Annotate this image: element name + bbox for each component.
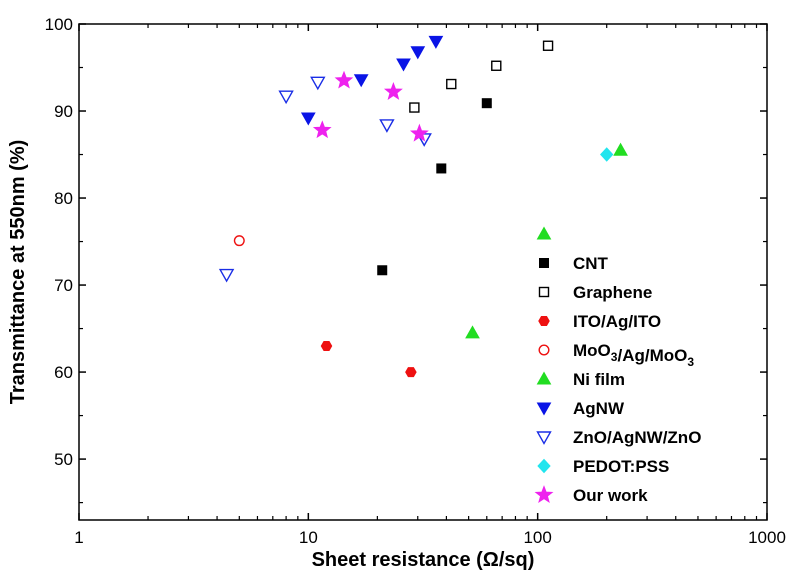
data-point: [300, 112, 316, 126]
y-axis: 50 60 70 80 90 100: [45, 15, 767, 504]
legend-marker: [536, 431, 552, 445]
legend-label: ZnO/AgNW/ZnO: [573, 428, 701, 447]
data-point: [312, 120, 332, 139]
x-axis: 1 10 100 1000: [74, 24, 786, 547]
legend-marker: [538, 316, 550, 326]
y-tick-label: 100: [45, 15, 73, 34]
data-point: [233, 235, 245, 247]
y-tick-label: 60: [54, 363, 73, 382]
legend-label: AgNW: [573, 399, 625, 418]
x-tick-label: 1000: [748, 528, 786, 547]
x-tick-label: 100: [523, 528, 551, 547]
data-point: [491, 60, 502, 71]
legend-label: Our work: [573, 486, 648, 505]
data-point: [218, 268, 235, 283]
x-axis-title: Sheet resistance (Ω/sq): [312, 549, 535, 571]
legend-marker: [536, 402, 552, 416]
data-points: [218, 35, 628, 378]
data-point: [600, 147, 614, 162]
y-tick-label: 80: [54, 189, 73, 208]
legend-marker: [538, 344, 550, 356]
legend-marker: [538, 286, 550, 298]
data-point: [320, 341, 333, 351]
data-point: [334, 70, 354, 89]
y-tick-label: 70: [54, 276, 73, 295]
legend-marker: [539, 258, 549, 268]
data-point: [409, 123, 429, 142]
data-point: [436, 163, 447, 174]
legend-marker: [536, 226, 552, 240]
data-point: [379, 119, 395, 133]
data-point: [481, 98, 492, 109]
y-axis-title: Transmittance at 550nm (%): [7, 140, 29, 405]
data-point: [428, 35, 444, 49]
y-tick-label: 90: [54, 102, 73, 121]
data-point: [353, 74, 369, 88]
legend-label: Ni film: [573, 370, 625, 389]
legend-marker: [536, 371, 552, 385]
plot-area-frame: [78, 23, 768, 521]
data-point: [383, 81, 403, 100]
data-point: [542, 40, 554, 51]
y-tick-label: 50: [54, 450, 73, 469]
data-point: [409, 102, 420, 113]
x-tick-label: 1: [74, 528, 83, 547]
legend-label: Graphene: [573, 283, 652, 302]
data-point: [377, 265, 388, 276]
legend-marker: [534, 485, 554, 504]
data-point: [465, 325, 480, 339]
data-point: [446, 78, 457, 90]
legend-label: ITO/Ag/ITO: [573, 312, 661, 331]
data-point: [613, 142, 628, 156]
data-point: [310, 76, 326, 91]
legend-label: CNT: [573, 254, 609, 273]
legend-label: MoO3/Ag/MoO3: [573, 341, 694, 369]
data-point: [405, 367, 417, 378]
data-point: [410, 46, 426, 60]
legend-marker: [537, 458, 551, 474]
data-point: [278, 90, 294, 105]
legend-label: PEDOT:PSS: [573, 457, 669, 476]
data-point: [396, 58, 411, 72]
x-tick-label: 10: [299, 528, 318, 547]
